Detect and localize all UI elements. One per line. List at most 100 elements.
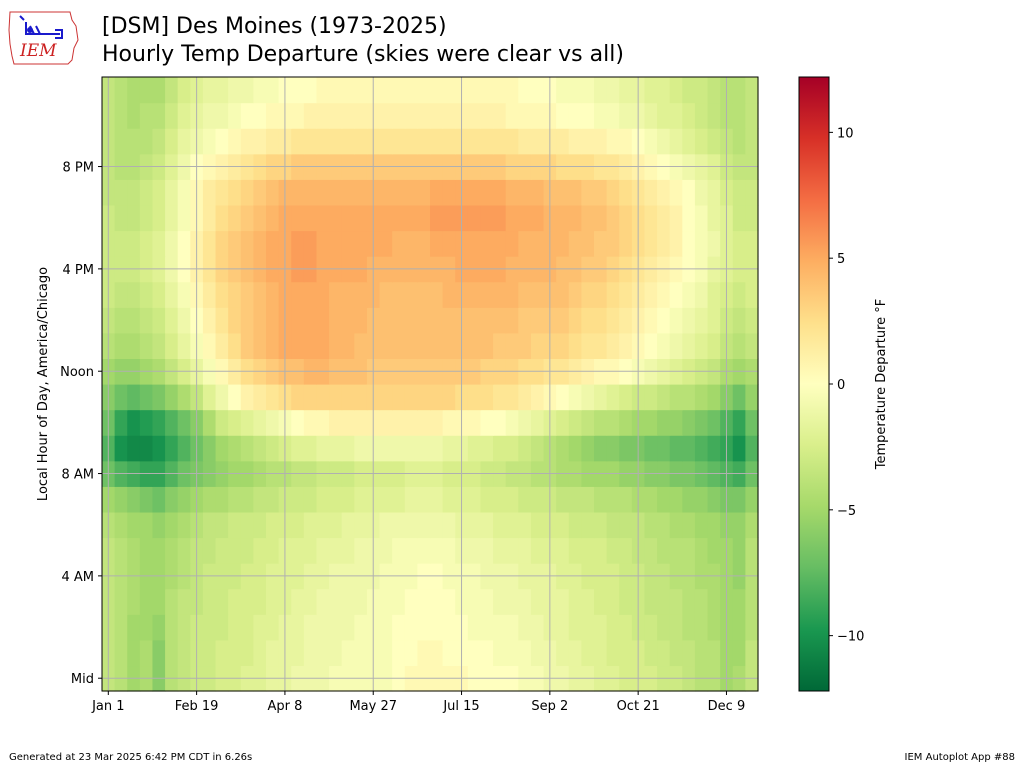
heatmap-cell <box>114 537 128 564</box>
heatmap-cell <box>139 639 154 667</box>
heatmap-cell <box>430 639 444 667</box>
heatmap-cell <box>253 128 267 155</box>
heatmap-cell <box>379 102 393 129</box>
heatmap-cell <box>518 179 532 206</box>
heatmap-cell <box>430 614 444 641</box>
heatmap-cell <box>669 230 683 257</box>
heatmap-cell <box>556 384 570 411</box>
heatmap-cell <box>657 511 671 539</box>
heatmap-cell <box>152 614 166 641</box>
heatmap-cell <box>442 486 456 513</box>
heatmap-cell <box>253 384 267 411</box>
heatmap-cell <box>139 588 154 615</box>
heatmap-cell <box>392 281 406 308</box>
heatmap-cell <box>556 307 570 334</box>
heatmap-cell <box>518 281 532 308</box>
heatmap-cell <box>530 614 545 641</box>
heatmap-cell <box>253 409 267 436</box>
heatmap-cell <box>606 281 620 308</box>
heatmap-cell <box>303 179 318 206</box>
heatmap-cell <box>505 614 519 641</box>
heatmap-cell <box>303 307 318 334</box>
heatmap-cell <box>467 639 482 667</box>
heatmap-cell <box>669 332 683 360</box>
heatmap-cell <box>644 281 658 308</box>
heatmap-cell <box>228 204 242 232</box>
heatmap-cell <box>467 332 482 360</box>
heatmap-cell <box>329 384 343 411</box>
heatmap-cell <box>682 204 696 232</box>
heatmap-cell <box>568 281 582 308</box>
heatmap-cell <box>581 128 595 155</box>
heatmap-cell <box>417 102 431 129</box>
heatmap-cell <box>442 77 456 104</box>
heatmap-cell <box>493 384 507 411</box>
heatmap-cell <box>732 537 746 564</box>
heatmap-cell <box>707 179 721 206</box>
y-axis: Mid 4 AM 8 AM Noon 4 PM 8 PM <box>60 161 102 687</box>
heatmap-cell <box>177 204 191 232</box>
heatmap-cell <box>657 639 671 667</box>
heatmap-cell <box>594 102 608 129</box>
heatmap-cell <box>619 179 633 206</box>
heatmap-cell <box>240 230 254 257</box>
heatmap-cell <box>669 537 683 564</box>
heatmap-cell <box>530 435 545 462</box>
heatmap-cell <box>417 537 431 564</box>
grid-lines <box>102 77 758 691</box>
heatmap-cell <box>228 128 242 155</box>
heatmap-cell <box>404 102 418 129</box>
heatmap-cell <box>657 204 671 232</box>
heatmap-cell <box>493 639 507 667</box>
heatmap-cell <box>329 204 343 232</box>
heatmap-cell <box>606 230 620 257</box>
heatmap-cell <box>253 230 267 257</box>
heatmap-cell <box>480 384 494 411</box>
heatmap-cell <box>316 307 330 334</box>
heatmap-cell <box>619 588 633 615</box>
heatmap-cell <box>657 435 671 462</box>
chart-title: [DSM] Des Moines (1973-2025) <box>102 14 447 39</box>
heatmap-cell <box>303 614 318 641</box>
heatmap-cell <box>442 179 456 206</box>
heatmap-cell <box>442 307 456 334</box>
heatmap-cell <box>669 307 683 334</box>
heatmap-cell <box>644 588 658 615</box>
heatmap-cell <box>392 204 406 232</box>
heatmap-cell <box>379 435 393 462</box>
heatmap-cell <box>682 102 696 129</box>
heatmap-cell <box>417 204 431 232</box>
heatmap-cell <box>341 128 355 155</box>
heatmap-cell <box>442 435 456 462</box>
heatmap-cell <box>291 486 305 513</box>
heatmap-cell <box>177 128 191 155</box>
heatmap-cell <box>341 588 355 615</box>
heatmap-cell <box>707 307 721 334</box>
heatmap-cell <box>581 307 595 334</box>
heatmap-cell <box>303 332 318 360</box>
heatmap-cell <box>467 128 482 155</box>
y-tick-label: 4 PM <box>63 263 94 278</box>
heatmap-cell <box>404 332 418 360</box>
heatmap-cell <box>392 486 406 513</box>
heatmap-cell <box>442 281 456 308</box>
heatmap-cell <box>228 102 242 129</box>
heatmap-cell <box>669 409 683 436</box>
heatmap-cell <box>215 230 229 257</box>
heatmap-cell <box>165 281 179 308</box>
heatmap-cell <box>379 409 393 436</box>
heatmap-cell <box>707 281 721 308</box>
heatmap-cell <box>480 639 494 667</box>
heatmap-cell <box>392 332 406 360</box>
heatmap-cell <box>291 384 305 411</box>
heatmap-cell <box>228 511 242 539</box>
heatmap-cell <box>707 204 721 232</box>
heatmap-cell <box>530 179 545 206</box>
heatmap-cell <box>354 102 368 129</box>
heatmap-cell <box>215 307 229 334</box>
heatmap-cell <box>291 77 305 104</box>
heatmap-cell <box>404 537 418 564</box>
heatmap-cell <box>581 588 595 615</box>
heatmap-cell <box>467 511 482 539</box>
heatmap-cell <box>505 486 519 513</box>
